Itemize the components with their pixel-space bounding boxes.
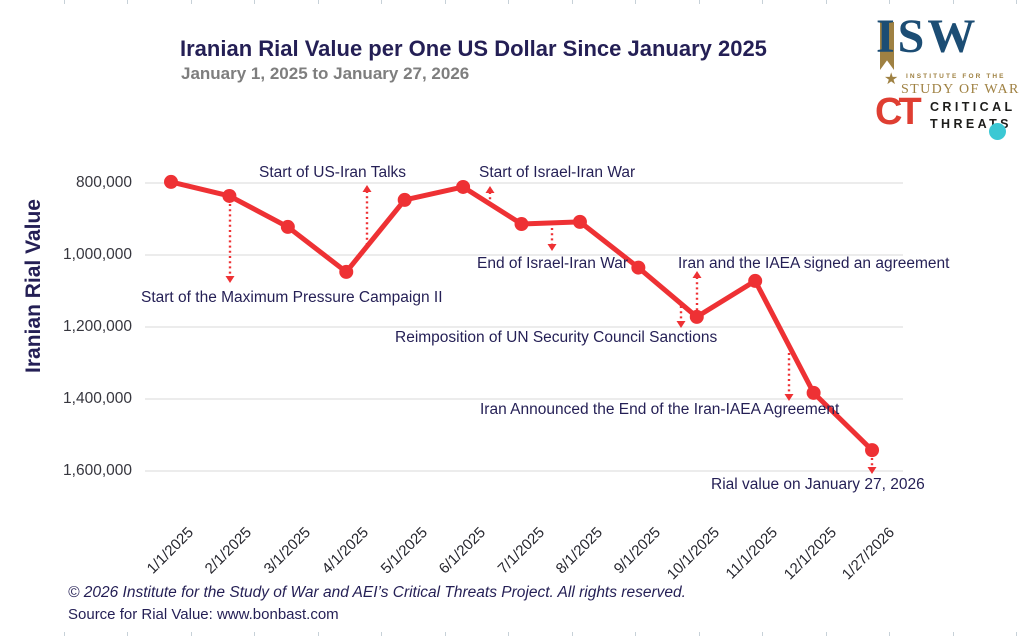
annotation-rial-value-jan-27: Rial value on January 27, 2026 <box>711 476 925 493</box>
data-point-marker <box>222 188 237 203</box>
ruler-tick-icon <box>508 632 509 636</box>
y-tick-label: 1,400,000 <box>63 390 132 407</box>
ruler-tick-icon <box>635 0 636 4</box>
data-point-marker <box>806 385 821 400</box>
ruler-tick-icon <box>191 0 192 4</box>
chart-subtitle: January 1, 2025 to January 27, 2026 <box>181 64 470 83</box>
data-point-marker <box>280 219 295 234</box>
ruler-tick-icon <box>381 632 382 636</box>
ruler-tick-icon <box>127 0 128 4</box>
ruler-tick-icon <box>572 0 573 4</box>
data-point-marker <box>514 217 529 232</box>
data-point-marker <box>397 192 412 207</box>
data-point-marker <box>689 309 704 324</box>
ruler-tick-icon <box>318 0 319 4</box>
ruler-tick-icon <box>699 632 700 636</box>
annotation-arrowhead-icon <box>362 185 372 192</box>
ruler-tick-icon <box>445 0 446 4</box>
ruler-tick-icon <box>381 0 382 4</box>
chart-title: Iranian Rial Value per One US Dollar Sin… <box>180 36 767 61</box>
ruler-tick-icon <box>762 632 763 636</box>
annotation-start-israel-iran-war: Start of Israel-Iran War <box>479 164 636 181</box>
critical-threats-logo: CT CRITICAL THREATS <box>870 91 1020 146</box>
ct-teal-dot-icon <box>989 123 1006 140</box>
isw-acronym: ISW <box>876 10 979 63</box>
y-tick-label: 1,000,000 <box>63 246 132 263</box>
ruler-tick-icon <box>699 0 700 4</box>
annotation-us-iran-talks: Start of US-Iran Talks <box>259 164 407 181</box>
annotation-arrowhead-icon <box>547 244 557 251</box>
ruler-tick-icon <box>572 632 573 636</box>
y-tick-label: 800,000 <box>75 174 132 191</box>
ct-threats-text: THREATS <box>930 117 1012 131</box>
ruler-tick-icon <box>445 632 446 636</box>
y-tick-label: 1,600,000 <box>63 462 132 479</box>
ruler-tick-icon <box>127 632 128 636</box>
data-point-marker <box>865 443 880 458</box>
annotation-arrowhead-icon <box>485 186 495 193</box>
ruler-tick-icon <box>889 632 890 636</box>
isw-ribbon-icon <box>880 22 894 70</box>
annotation-arrowhead-icon <box>225 276 235 283</box>
data-point-marker <box>572 214 587 229</box>
copyright-text: © 2026 Institute for the Study of War an… <box>68 584 686 601</box>
ruler-tick-icon <box>254 0 255 4</box>
annotation-arrowhead-icon <box>867 467 877 474</box>
annotation-maximum-pressure: Start of the Maximum Pressure Campaign I… <box>141 289 443 306</box>
annotation-end-iaea-agreement: Iran Announced the End of the Iran-IAEA … <box>480 401 840 418</box>
source-text: Source for Rial Value: www.bonbast.com <box>68 606 339 623</box>
data-point-marker <box>339 264 354 279</box>
isw-institute-text: INSTITUTE FOR THE <box>906 73 1006 80</box>
ruler-tick-icon <box>953 632 954 636</box>
ruler-tick-icon <box>826 0 827 4</box>
annotation-iaea-agreement: Iran and the IAEA signed an agreement <box>678 255 950 272</box>
ct-acronym: CT <box>875 91 922 133</box>
isw-logo: ISW ★ INSTITUTE FOR THE STUDY OF WAR <box>868 10 1020 97</box>
ruler-tick-icon <box>191 632 192 636</box>
ct-critical-text: CRITICAL <box>930 100 1016 114</box>
ruler-tick-icon <box>953 0 954 4</box>
annotation-arrowhead-icon <box>784 394 794 401</box>
ruler-tick-icon <box>64 0 65 4</box>
ruler-tick-icon <box>64 632 65 636</box>
ruler-tick-icon <box>1016 632 1017 636</box>
ruler-tick-icon <box>508 0 509 4</box>
ruler-tick-icon <box>318 632 319 636</box>
annotation-end-israel-iran-war: End of Israel-Iran War <box>477 255 629 272</box>
annotation-arrowhead-icon <box>692 271 702 278</box>
isw-study-of-war-text: STUDY OF WAR <box>901 82 1020 97</box>
ruler-tick-icon <box>635 632 636 636</box>
ruler-tick-icon <box>762 0 763 4</box>
star-icon: ★ <box>884 71 899 88</box>
y-tick-label: 1,200,000 <box>63 318 132 335</box>
ruler-tick-icon <box>889 0 890 4</box>
ruler-tick-icon <box>254 632 255 636</box>
annotation-un-sanctions: Reimposition of UN Security Council Sanc… <box>395 329 718 346</box>
data-point-marker <box>456 179 471 194</box>
ruler-tick-icon <box>1016 0 1017 4</box>
data-point-marker <box>164 174 178 189</box>
ruler-tick-icon <box>826 632 827 636</box>
data-point-marker <box>631 260 646 275</box>
data-point-marker <box>748 273 763 288</box>
annotation-arrowhead-icon <box>676 321 686 328</box>
